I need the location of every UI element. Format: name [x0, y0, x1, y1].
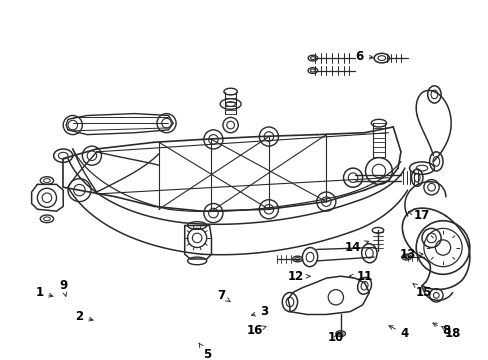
Text: 1: 1 [35, 286, 53, 299]
Text: 3: 3 [251, 305, 267, 318]
Text: 17: 17 [407, 210, 429, 222]
Text: 14: 14 [344, 241, 368, 254]
Text: 16: 16 [246, 324, 265, 337]
Text: 9: 9 [59, 279, 67, 296]
Text: 11: 11 [348, 270, 372, 283]
Text: 6: 6 [355, 50, 372, 63]
Text: 7: 7 [217, 289, 230, 302]
Text: 4: 4 [388, 326, 408, 340]
Text: 8: 8 [432, 323, 450, 337]
Text: 5: 5 [199, 343, 210, 360]
Text: 10: 10 [327, 331, 343, 344]
Text: 12: 12 [287, 270, 309, 283]
Text: 15: 15 [412, 283, 431, 299]
Text: 2: 2 [75, 310, 93, 323]
Text: 18: 18 [441, 326, 460, 340]
Text: 13: 13 [399, 248, 422, 261]
